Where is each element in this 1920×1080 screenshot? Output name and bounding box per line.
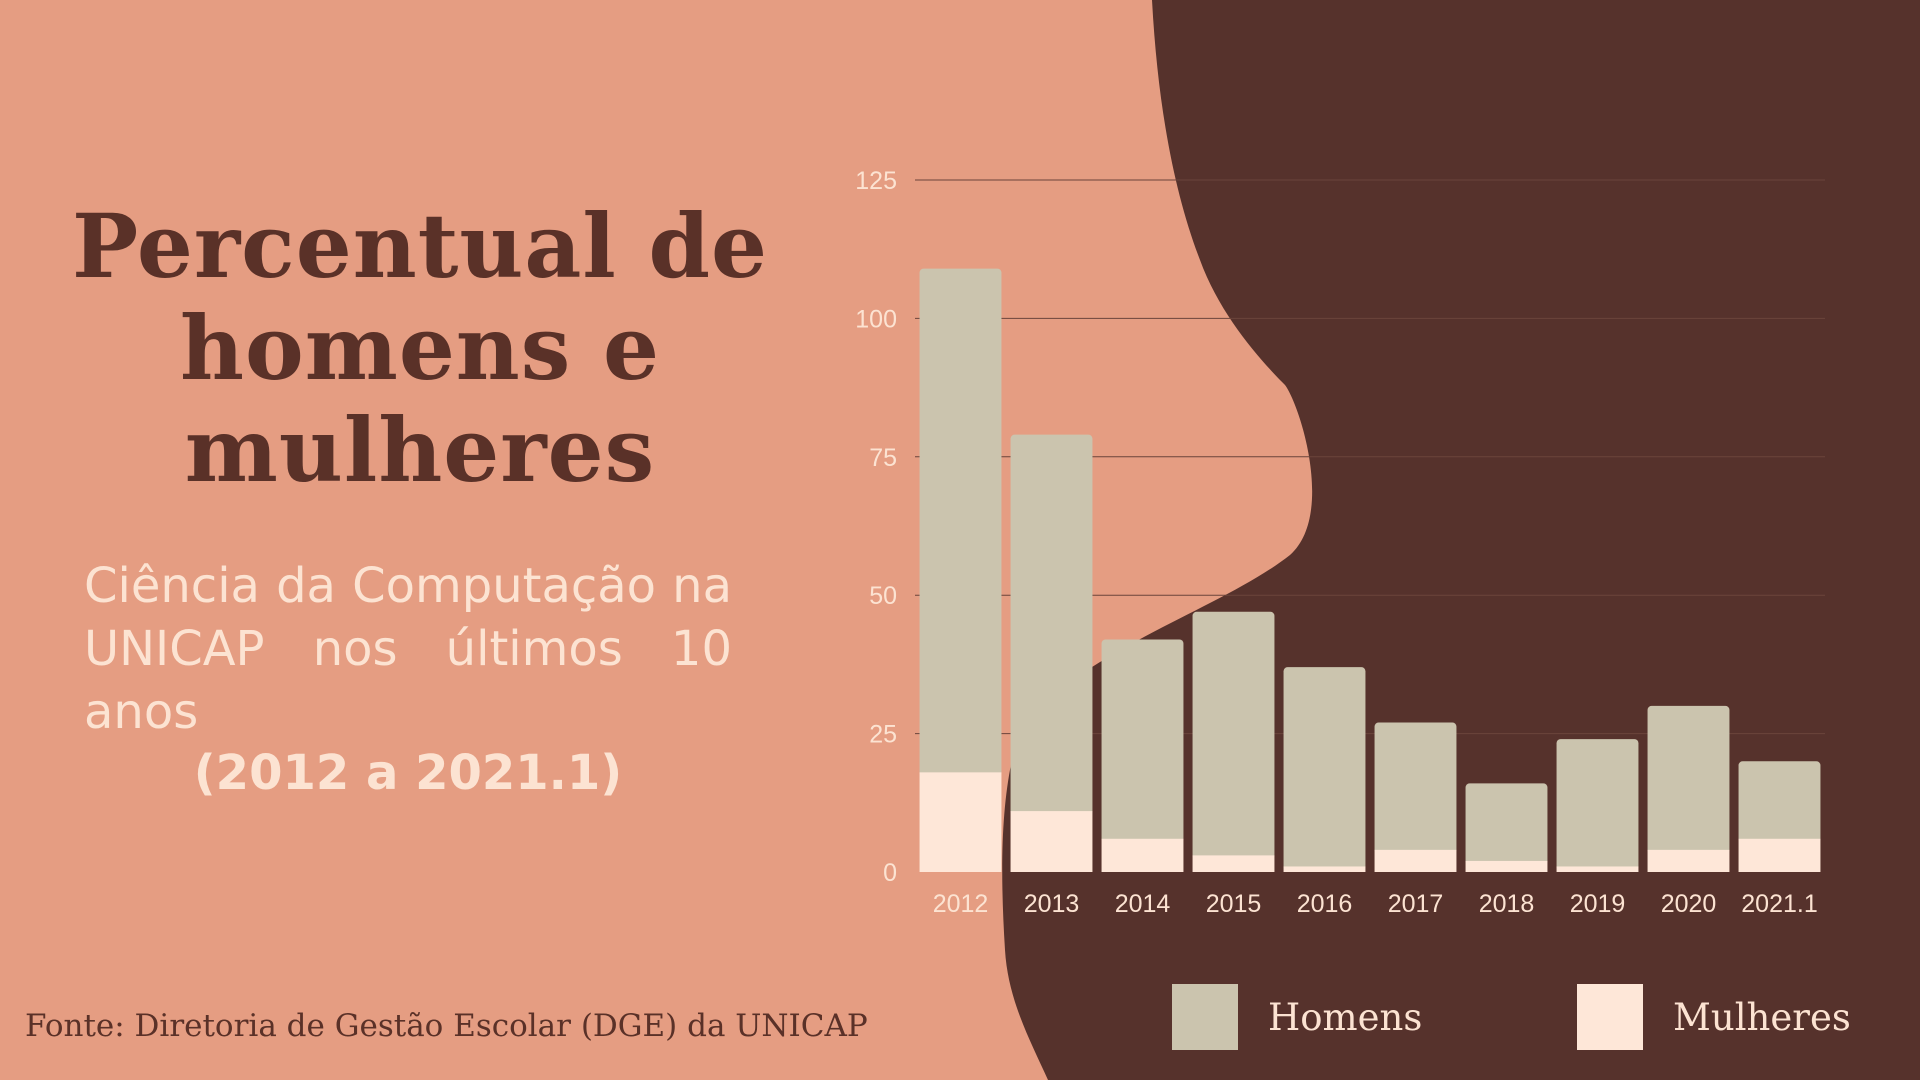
x-tick-label-2020: 2020 <box>1661 890 1717 918</box>
bar-mulheres-2019 <box>1556 866 1639 872</box>
y-tick-label-75: 75 <box>869 444 897 472</box>
y-tick-label-50: 50 <box>869 582 897 610</box>
bar-homens-2021.1 <box>1738 761 1821 843</box>
bar-mulheres-2017 <box>1374 849 1457 872</box>
bar-mulheres-2014 <box>1101 838 1184 872</box>
x-tick-label-2017: 2017 <box>1388 890 1444 918</box>
x-tick-label-2014: 2014 <box>1115 890 1171 918</box>
x-tick-label-2021.1: 2021.1 <box>1741 890 1817 918</box>
page-title: Percentual de homens e mulheres <box>60 195 780 501</box>
x-tick-label-2015: 2015 <box>1206 890 1262 918</box>
bar-homens-2016 <box>1283 667 1366 871</box>
x-tick-label-2012: 2012 <box>933 890 989 918</box>
bar-homens-2017 <box>1374 722 1457 854</box>
bar-homens-2015 <box>1192 611 1275 860</box>
x-tick-label-2018: 2018 <box>1479 890 1535 918</box>
title-line-3: mulheres <box>184 398 656 502</box>
subtitle: Ciência da Computação na UNICAP nos últi… <box>84 558 732 740</box>
legend-swatch-homens <box>1172 984 1238 1050</box>
title-line-1: Percentual de <box>72 194 768 298</box>
legend-item-homens: Homens <box>1172 984 1422 1050</box>
legend-label-mulheres: Mulheres <box>1673 995 1851 1039</box>
legend-label-homens: Homens <box>1268 995 1423 1039</box>
y-tick-label-100: 100 <box>855 305 897 333</box>
x-tick-label-2013: 2013 <box>1024 890 1080 918</box>
bar-mulheres-2020 <box>1647 849 1730 872</box>
bar-homens-2019 <box>1556 739 1639 871</box>
bar-mulheres-2012 <box>919 772 1002 872</box>
legend-swatch-mulheres <box>1577 984 1643 1050</box>
bar-mulheres-2013 <box>1010 811 1093 872</box>
bar-mulheres-2018 <box>1465 860 1548 872</box>
legend-item-mulheres: Mulheres <box>1577 984 1851 1050</box>
title-line-2: homens e <box>180 296 660 400</box>
x-tick-label-2016: 2016 <box>1297 890 1353 918</box>
bar-mulheres-2016 <box>1283 866 1366 872</box>
bar-homens-2012 <box>919 268 1002 777</box>
bar-mulheres-2015 <box>1192 855 1275 872</box>
x-tick-label-2019: 2019 <box>1570 890 1626 918</box>
source-note: Fonte: Diretoria de Gestão Escolar (DGE)… <box>25 1008 868 1044</box>
y-tick-label-125: 125 <box>855 167 897 195</box>
y-tick-label-25: 25 <box>869 721 897 749</box>
bar-homens-2020 <box>1647 705 1730 854</box>
years-range: (2012 a 2021.1) <box>193 745 623 801</box>
y-tick-label-0: 0 <box>883 859 897 887</box>
bar-homens-2013 <box>1010 434 1093 816</box>
bar-homens-2014 <box>1101 639 1184 843</box>
bar-mulheres-2021.1 <box>1738 838 1821 872</box>
bar-homens-2018 <box>1465 783 1548 865</box>
